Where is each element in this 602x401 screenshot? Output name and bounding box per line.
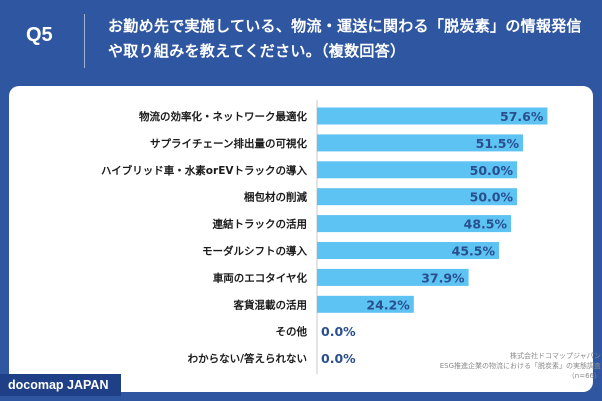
- category-label: 物流の効率化・ネットワーク最適化: [139, 110, 307, 123]
- bar: [317, 188, 517, 206]
- value-label: 45.5%: [452, 244, 496, 259]
- chart-panel: 物流の効率化・ネットワーク最適化 57.6% サプライチェーン排出量の可視化 51.5…: [9, 86, 601, 392]
- bar: [317, 107, 548, 125]
- header-divider: [84, 14, 85, 68]
- category-label: モーダルシフトの導入: [202, 245, 307, 258]
- source-note: 株式会社ドコマップジャパン ESG推進企業の物流における「脱炭素」の実態調査 （…: [401, 351, 601, 381]
- bar: [317, 295, 414, 313]
- value-label: 57.6%: [500, 109, 544, 124]
- category-label: サプライチェーン排出量の可視化: [150, 137, 307, 150]
- value-label: 0.0%: [321, 351, 356, 366]
- category-label: 連結トラックの活用: [213, 218, 308, 231]
- category-label: 車両のエコタイヤ化: [213, 271, 308, 284]
- question-header: Q5 お勤め先で実施している、物流・運送に関わる「脱炭素」の情報発信や取り組みを…: [0, 0, 602, 82]
- bar: [317, 161, 517, 179]
- value-label: 24.2%: [366, 297, 410, 312]
- value-label: 0.0%: [321, 324, 356, 339]
- value-label: 48.5%: [464, 217, 508, 232]
- brand-logo: docomap JAPAN: [0, 374, 121, 396]
- question-text: お勤め先で実施している、物流・運送に関わる「脱炭素」の情報発信や取り組みを教えて…: [108, 17, 582, 60]
- value-label: 50.0%: [470, 190, 514, 205]
- source-sample-size: （n=66）: [567, 372, 601, 380]
- value-label: 51.5%: [476, 136, 520, 151]
- bar: [317, 268, 469, 286]
- value-label: 50.0%: [470, 163, 514, 178]
- category-label: わからない/答えられない: [188, 352, 307, 365]
- bar-chart: 物流の効率化・ネットワーク最適化 57.6% サプライチェーン排出量の可視化 51.5…: [101, 100, 548, 375]
- category-label: 梱包材の削減: [244, 191, 307, 204]
- category-label: その他: [276, 325, 308, 338]
- source-company: 株式会社ドコマップジャパン: [510, 352, 601, 360]
- bar: [317, 242, 499, 259]
- question-number: Q5: [26, 24, 53, 46]
- category-label: 客貨混載の活用: [233, 298, 308, 311]
- category-label: ハイブリッド車・水素orEVトラックの導入: [101, 164, 307, 177]
- value-label: 37.9%: [421, 270, 465, 285]
- source-survey: ESG推進企業の物流における「脱炭素」の実態調査: [439, 362, 601, 370]
- bar: [317, 215, 511, 233]
- bar: [317, 134, 523, 152]
